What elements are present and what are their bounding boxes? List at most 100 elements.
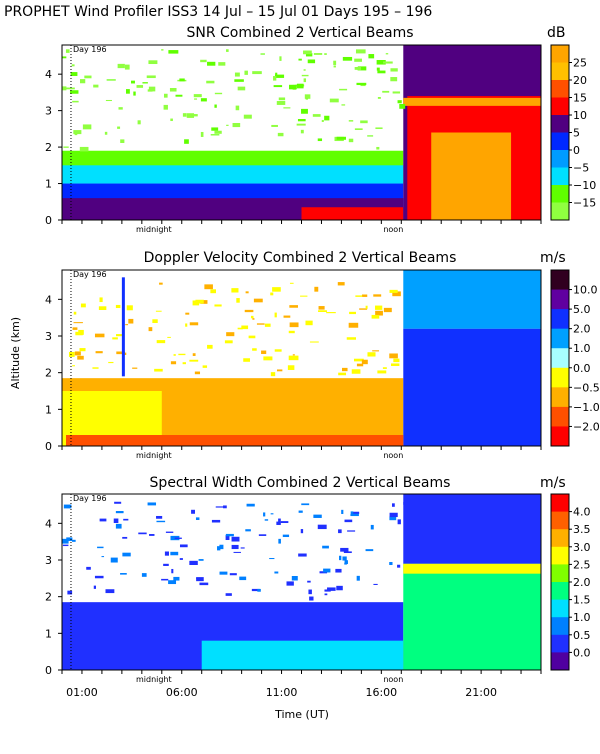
vel-speckle <box>365 305 368 309</box>
vel-speckle <box>318 310 327 312</box>
vel-speckle <box>195 299 204 304</box>
snr-speckle <box>376 60 386 65</box>
snr-speckle <box>377 97 381 99</box>
vel-speckle <box>115 304 121 309</box>
sw-speckle <box>161 578 169 581</box>
sw-speckle <box>278 518 281 524</box>
snr-speckle <box>105 99 112 102</box>
vel-speckle <box>92 367 99 369</box>
colorbar-label: 1.0 <box>573 611 591 624</box>
sw-speckle <box>62 544 69 547</box>
snr-speckle <box>175 94 183 97</box>
snr-speckle <box>357 67 362 71</box>
vel-speckle <box>391 363 400 366</box>
colorbar-cell <box>551 634 569 653</box>
spectral-width-panel: Spectral Width Combined 2 Vertical Beams… <box>45 475 591 699</box>
sw-speckle <box>327 587 336 591</box>
snr-speckle <box>252 71 262 75</box>
sw-speckle <box>173 576 180 581</box>
vel-speckle <box>125 324 129 326</box>
snr-speckle <box>390 68 398 72</box>
snr-speckle <box>226 49 229 52</box>
snr-speckle <box>317 138 323 142</box>
sw-speckle <box>336 585 343 591</box>
sw-speckle <box>105 589 115 594</box>
colorbar-label: 2.5 <box>573 558 591 571</box>
snr-speckle <box>273 76 277 81</box>
sw-speckle <box>339 555 342 561</box>
day-label: Day 196 <box>73 45 107 54</box>
snr-speckle <box>243 114 252 119</box>
snr-speckle <box>355 49 366 54</box>
sw-speckle <box>231 536 240 542</box>
sw-speckle <box>156 520 166 523</box>
snr-units: dB <box>547 25 566 41</box>
sw-speckle <box>286 581 294 586</box>
colorbar-label: 1.0 <box>573 342 591 355</box>
y-tick-label: 4 <box>45 68 52 81</box>
vel-speckle <box>128 318 134 324</box>
colorbar-cell <box>551 426 569 447</box>
y-tick-label: 0 <box>45 440 52 453</box>
vel-speckle <box>167 336 171 338</box>
colorbar-cell <box>551 546 569 565</box>
snr-speckle <box>336 136 346 140</box>
sw-speckle <box>219 571 228 575</box>
y-axis-label: Altitude (km) <box>9 317 22 389</box>
sw-speckle <box>389 512 398 518</box>
snr-speckle <box>80 79 86 84</box>
snr-speckle <box>193 94 202 98</box>
snr-speckle <box>339 88 348 91</box>
vel-speckle <box>305 320 313 326</box>
snr-inversion <box>403 97 541 106</box>
sw-speckle <box>240 547 245 549</box>
vel-speckle <box>383 307 392 313</box>
vel-speckle <box>361 359 368 365</box>
snr-speckle <box>120 139 125 143</box>
vel-speckle <box>94 333 105 338</box>
sw-speckle <box>122 536 128 539</box>
sw-speckle <box>341 509 344 514</box>
y-tick-label: 3 <box>45 105 52 118</box>
vel-speckle <box>287 365 295 370</box>
sw-speckle <box>115 523 122 529</box>
colorbar-label: 15 <box>573 92 587 105</box>
sw-speckle <box>389 516 397 521</box>
vel-speckle <box>277 369 283 372</box>
snr-speckle <box>168 50 179 54</box>
vel-speckle <box>309 341 319 343</box>
x-axis-label: Time (UT) <box>274 708 329 721</box>
snr-speckle <box>200 98 207 102</box>
snr-speckle <box>148 60 158 65</box>
sw-speckle <box>141 573 147 577</box>
sw-speckle <box>356 575 360 581</box>
y-tick-label: 3 <box>45 330 52 343</box>
sw-speckle <box>307 580 311 583</box>
vel-speckle <box>241 325 249 330</box>
vel-speckle <box>292 354 295 356</box>
snr-speckle <box>136 85 144 88</box>
snr-day-orange <box>431 132 512 220</box>
day-label: Day 196 <box>73 494 107 503</box>
noon-label: noon <box>383 451 403 460</box>
colorbar-label: 5 <box>573 127 580 140</box>
snr-speckle <box>397 100 402 104</box>
colorbar-label: −10 <box>573 179 596 192</box>
colorbar-cell <box>551 529 569 548</box>
sw-speckle <box>215 506 224 508</box>
snr-speckle <box>214 92 223 95</box>
snr-speckle <box>297 118 306 122</box>
sw-speckle <box>174 537 182 539</box>
snr-speckle <box>62 56 67 59</box>
sw-speckle <box>138 532 147 535</box>
sw-speckle <box>340 547 349 552</box>
sw-speckle <box>217 546 221 551</box>
vel-speckle <box>351 369 361 374</box>
vel-speckle <box>355 295 363 297</box>
x-tick-label: 11:00 <box>266 686 298 699</box>
vel-streak <box>121 277 125 377</box>
sw-speckle <box>63 504 72 509</box>
sw-speckle <box>114 501 122 504</box>
vel-speckle <box>348 322 359 328</box>
vel-speckle <box>245 291 249 294</box>
